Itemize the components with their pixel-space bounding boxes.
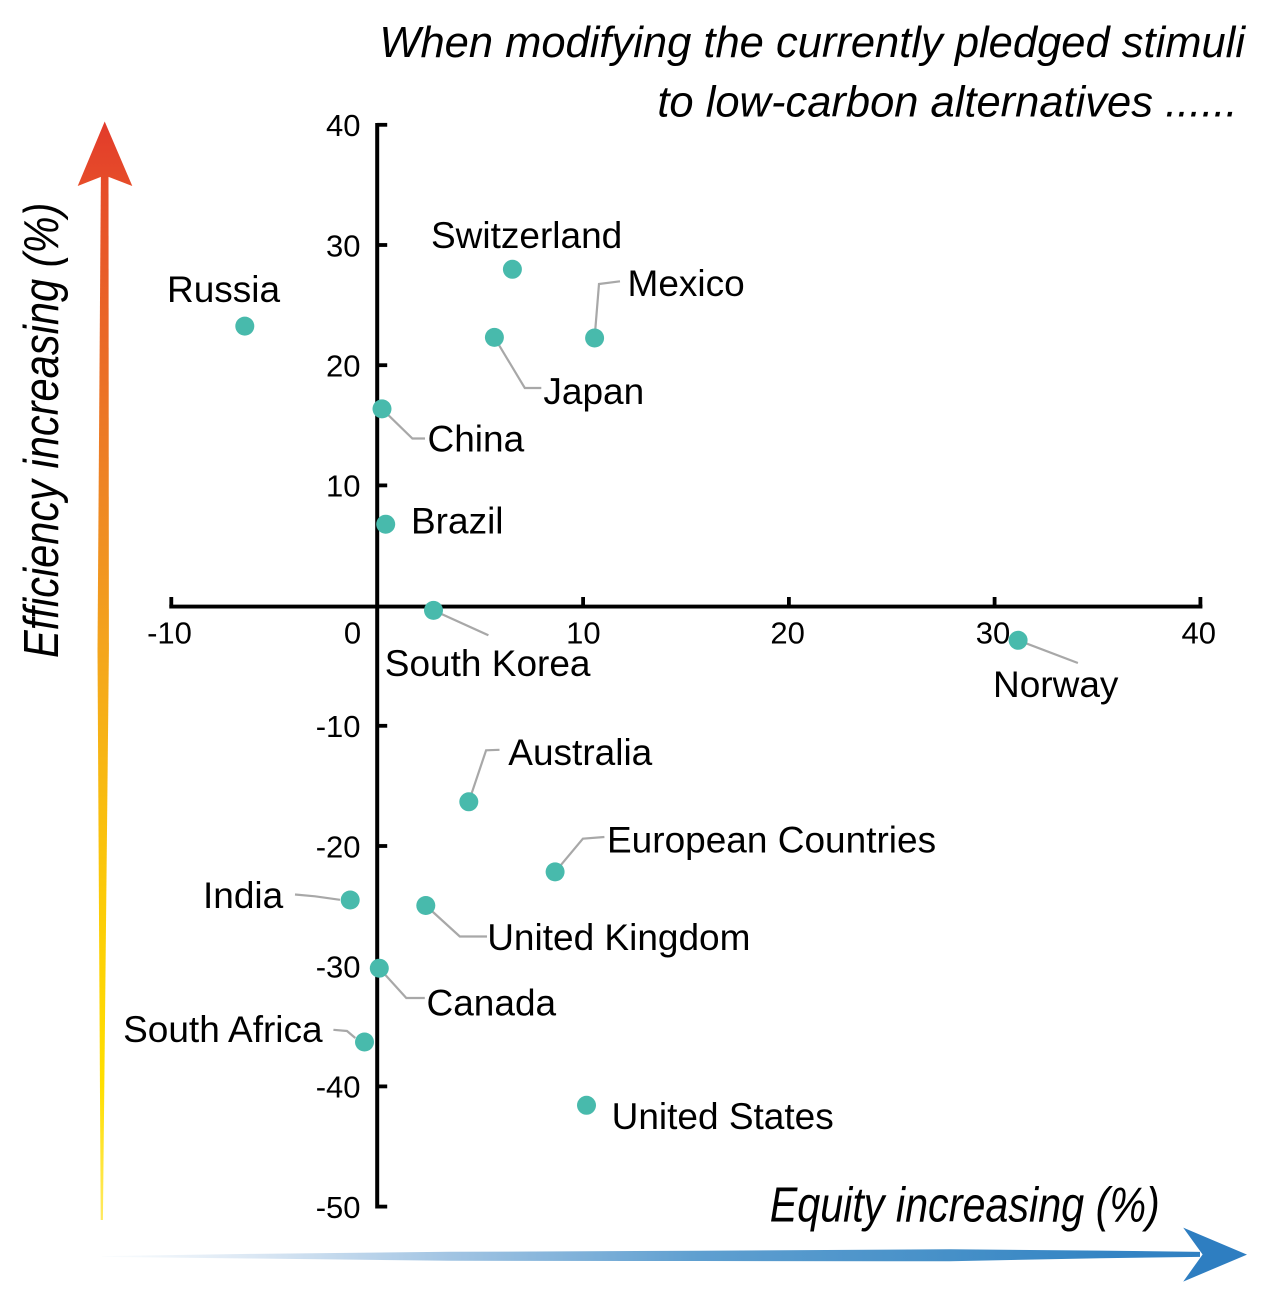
svg-text:to low-carbon alternatives ...: to low-carbon alternatives ...... (657, 78, 1237, 126)
svg-text:Canada: Canada (427, 983, 557, 1024)
svg-text:-40: -40 (316, 1070, 361, 1105)
svg-text:10: 10 (326, 469, 360, 504)
svg-text:Brazil: Brazil (411, 501, 504, 542)
svg-text:South Korea: South Korea (385, 643, 591, 684)
svg-text:Japan: Japan (543, 371, 644, 412)
svg-text:Australia: Australia (508, 732, 652, 773)
svg-text:-20: -20 (316, 829, 361, 864)
svg-text:India: India (203, 875, 284, 916)
svg-text:China: China (428, 419, 525, 460)
svg-text:20: 20 (326, 349, 360, 384)
svg-text:Efficiency increasing (%): Efficiency increasing (%) (14, 203, 69, 658)
svg-text:10: 10 (566, 615, 600, 650)
svg-text:-30: -30 (316, 950, 361, 985)
svg-text:0: 0 (344, 615, 361, 650)
svg-text:South Africa: South Africa (123, 1009, 323, 1050)
svg-text:United States: United States (612, 1096, 834, 1137)
svg-text:When modifying the currently p: When modifying the currently pledged sti… (379, 19, 1246, 67)
svg-text:European Countries: European Countries (607, 820, 936, 861)
svg-text:Equity increasing (%): Equity increasing (%) (770, 1177, 1160, 1232)
svg-text:United Kingdom: United Kingdom (487, 917, 750, 958)
svg-text:Mexico: Mexico (628, 263, 745, 304)
svg-text:-10: -10 (316, 709, 361, 744)
svg-text:40: 40 (326, 108, 360, 143)
svg-text:Norway: Norway (993, 664, 1119, 705)
svg-text:-50: -50 (316, 1190, 361, 1225)
svg-text:30: 30 (976, 615, 1010, 650)
svg-text:Russia: Russia (167, 269, 281, 310)
svg-text:Switzerland: Switzerland (431, 215, 622, 256)
svg-text:40: 40 (1181, 615, 1215, 650)
svg-text:-10: -10 (147, 615, 192, 650)
svg-text:30: 30 (326, 228, 360, 263)
svg-text:20: 20 (770, 615, 804, 650)
